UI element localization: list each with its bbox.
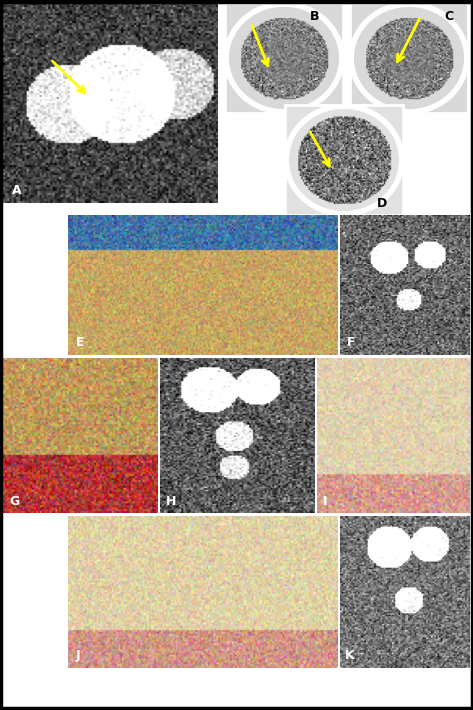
Text: J: J [76, 649, 81, 662]
Text: K: K [345, 649, 355, 662]
Text: F: F [347, 337, 355, 349]
Text: I: I [323, 496, 328, 508]
Text: E: E [76, 337, 85, 349]
Text: A: A [12, 184, 21, 197]
Text: D: D [377, 197, 387, 209]
Text: G: G [9, 496, 19, 508]
Text: C: C [445, 10, 454, 23]
Text: H: H [166, 496, 176, 508]
Text: B: B [310, 10, 319, 23]
